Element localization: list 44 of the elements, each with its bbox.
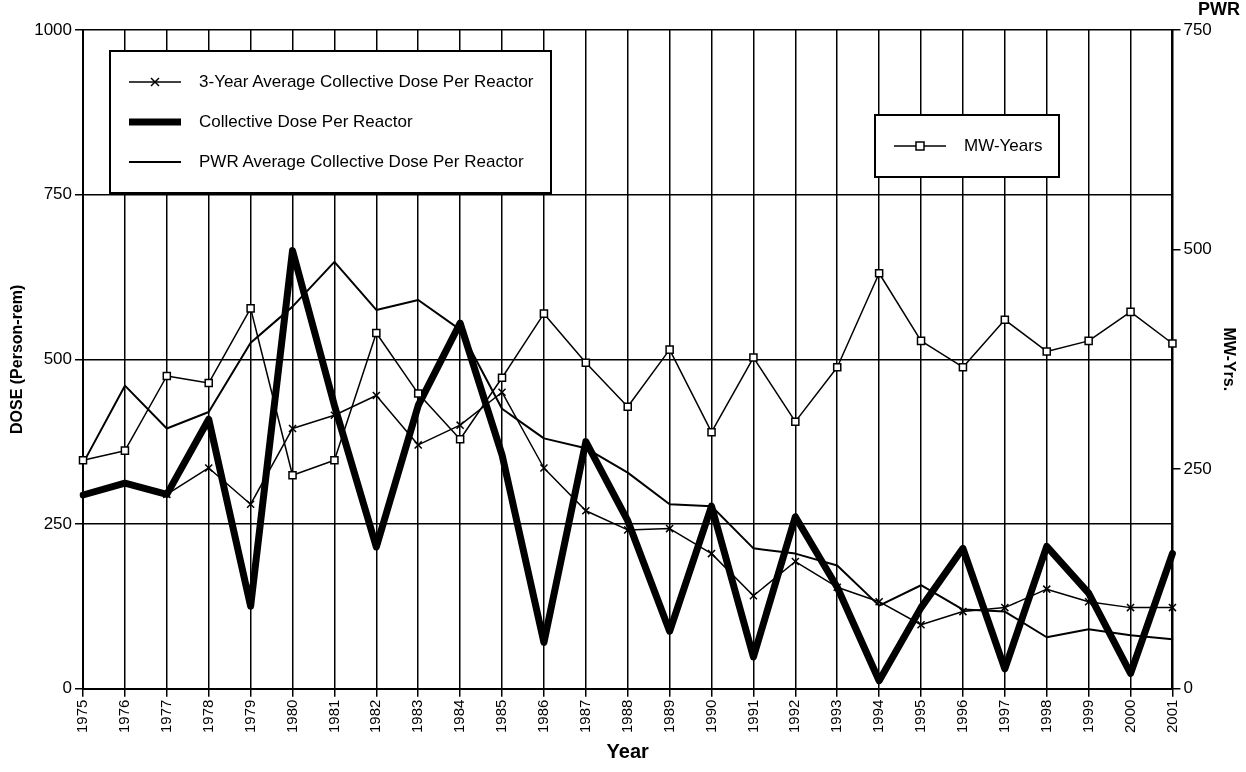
x-tick-label: 1992 <box>785 699 803 734</box>
x-tick-label: 1979 <box>240 699 258 734</box>
y2-tick-label: 500 <box>1183 239 1212 259</box>
x-tick-label: 1989 <box>659 699 677 734</box>
x-tick-label: 1975 <box>73 699 91 734</box>
x-tick-label: 1996 <box>953 699 971 734</box>
x-tick-label: 1999 <box>1078 699 1096 734</box>
legend-label: 3-Year Average Collective Dose Per Reactor <box>199 72 534 92</box>
x-tick-label: 1997 <box>994 699 1012 734</box>
y2-axis-title: MW-Yrs. <box>1220 327 1238 392</box>
x-tick-label: 2001 <box>1162 699 1180 734</box>
y2-tick-label: 0 <box>1183 678 1193 698</box>
text: PWR <box>1198 0 1240 19</box>
y-tick-label: 500 <box>43 349 73 368</box>
legend-label: PWR Average Collective Dose Per Reactor <box>199 152 524 172</box>
y2-tick-label: 250 <box>1183 458 1212 478</box>
y-tick-label: 250 <box>43 513 73 533</box>
x-tick-label: 1982 <box>366 699 384 734</box>
y-tick-label: 1000 <box>34 19 73 39</box>
x-tick-label: 1986 <box>534 699 552 734</box>
y-tick-label: 0 <box>62 678 73 698</box>
x-tick-label: 1983 <box>408 699 426 734</box>
x-tick-label: 1990 <box>701 699 719 734</box>
x-tick-label: 1993 <box>827 699 845 734</box>
y-tick-label: 750 <box>43 184 73 204</box>
x-tick-label: 1977 <box>156 699 174 734</box>
x-tick-label: 1988 <box>617 699 635 734</box>
y-axis-title: DOSE (Person-rem) <box>8 284 26 434</box>
x-tick-label: 1995 <box>911 699 929 734</box>
x-tick-label: 1991 <box>743 699 761 734</box>
x-tick-label: 1981 <box>324 699 342 734</box>
x-axis-title: Year <box>606 739 650 762</box>
legend-label: MW-Years <box>964 136 1043 156</box>
x-tick-label: 1976 <box>115 699 133 734</box>
x-tick-label: 1984 <box>450 699 468 734</box>
x-tick-label: 2000 <box>1120 699 1138 734</box>
x-tick-label: 1980 <box>282 699 300 734</box>
x-tick-label: 1998 <box>1036 699 1054 734</box>
x-tick-label: 1978 <box>198 699 216 734</box>
y2-tick-label: 750 <box>1183 19 1212 39</box>
legend-label: Collective Dose Per Reactor <box>199 112 413 132</box>
x-tick-label: 1985 <box>492 699 510 734</box>
x-tick-label: 1987 <box>575 699 593 734</box>
x-tick-label: 1994 <box>869 699 887 734</box>
